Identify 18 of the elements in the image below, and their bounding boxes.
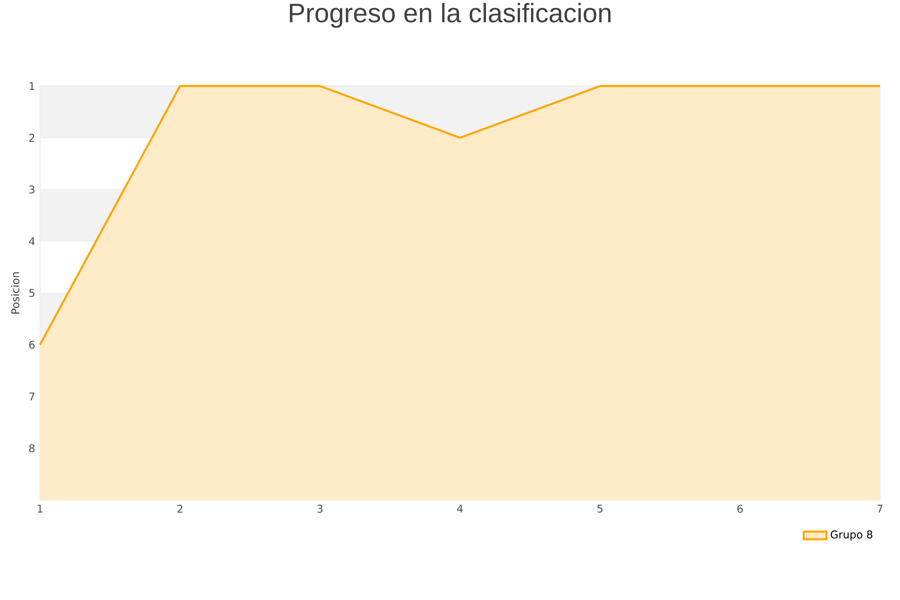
y-tick-label: 2 [29, 134, 34, 142]
y-tick-label: 7 [29, 392, 34, 400]
y-tick-label: 1 [30, 82, 34, 90]
y-tick-label: 5 [29, 289, 34, 297]
y-axis-title: Posicion [11, 272, 20, 314]
x-tick-label: 6 [737, 504, 743, 513]
x-tick-label: 5 [597, 504, 602, 513]
y-tick-label: 4 [29, 237, 35, 246]
x-tick-label: 1 [38, 504, 42, 512]
y-tick-label: 3 [29, 185, 34, 194]
y-tick-label: 8 [29, 444, 35, 452]
x-tick-label: 2 [177, 504, 182, 513]
x-tick-label: 3 [317, 504, 323, 513]
chart-title: Progreso en la clasificacion [290, 2, 610, 28]
x-tick-label: 7 [877, 504, 882, 512]
y-tick-label: 6 [29, 340, 35, 349]
x-tick-label: 4 [457, 504, 463, 512]
legend-label: Grupo 8 [830, 530, 872, 541]
